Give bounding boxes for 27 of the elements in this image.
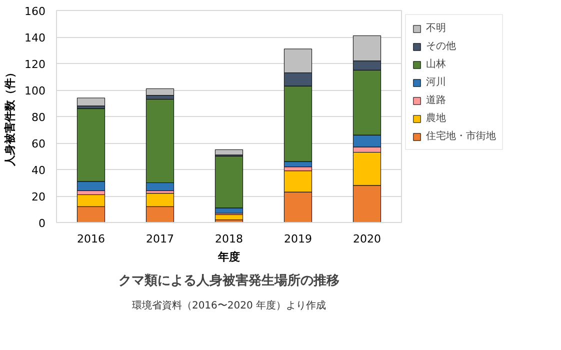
x-tick-label: 2017: [146, 232, 174, 246]
bar: [146, 88, 174, 96]
x-tick-label: 2016: [77, 232, 106, 246]
legend-label: 山林: [426, 58, 446, 71]
bar: [76, 98, 106, 106]
y-axis-title: 人身被害件数（件）: [4, 67, 17, 167]
text: 環境省資料（2016〜2020 年度）より作成: [132, 300, 326, 312]
y-tick-label: 140: [24, 32, 46, 44]
x-tick-label: 2020: [353, 232, 382, 246]
legend-label: その他: [426, 40, 456, 53]
x-tick-label: 2019: [284, 232, 312, 246]
legend-label: 住宅地・市街地: [426, 130, 496, 143]
x-tick-label: 2018: [215, 232, 244, 246]
text: クマ類による人身被害発生場所の推移: [118, 272, 340, 288]
legend-label: 不明: [426, 22, 446, 35]
y-tick-label: 160: [24, 5, 46, 18]
legend-label: 農地: [426, 112, 446, 125]
y-tick-label: 120: [24, 58, 46, 71]
legend-label: 道路: [426, 94, 446, 107]
legend-label: 河川: [426, 76, 446, 89]
y-tick-label: 0: [38, 217, 46, 230]
y-tick-label: 20: [32, 190, 46, 204]
y-tick-label: 60: [32, 138, 46, 150]
y-tick-label: 100: [24, 84, 46, 98]
y-tick-label: 40: [32, 164, 46, 177]
x-axis-title: 年度: [217, 250, 240, 264]
y-tick-label: 80: [32, 111, 46, 124]
